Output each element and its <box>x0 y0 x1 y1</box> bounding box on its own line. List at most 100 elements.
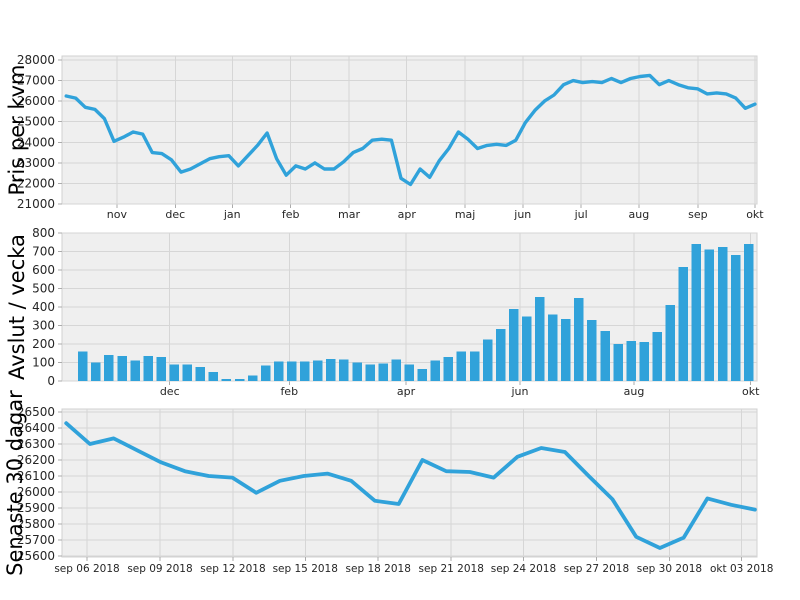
y-tick-label: 25000 <box>17 115 55 129</box>
weekly-sales-bar <box>143 356 153 381</box>
weekly-sales-bar <box>691 244 702 381</box>
price-chart: nov dec jan feb mar apr maj jun jul aug sep okt 2100… <box>17 53 764 221</box>
weekly-sales-bar <box>652 332 662 381</box>
weekly-sales-bar <box>613 344 623 381</box>
x-tick-label: aug <box>624 385 645 398</box>
x-tick-label: sep <box>688 208 707 221</box>
weekly-sales-bar <box>704 249 715 381</box>
weekly-sales-bar <box>743 244 754 381</box>
y-tick-label: 26000 <box>17 485 55 499</box>
x-tick-label: dec <box>165 208 185 221</box>
weekly-sales-bar <box>352 362 362 381</box>
rolling-average-line <box>64 421 757 550</box>
y-tick-label: 25900 <box>17 501 55 515</box>
weekly-sales-bar <box>234 379 245 381</box>
weekly-sales-bar <box>117 356 127 381</box>
y-tick-label: 27000 <box>17 74 55 88</box>
weekly-sales-bar <box>247 375 258 381</box>
y-tick-label: 25600 <box>17 549 55 563</box>
x-tick-label: nov <box>107 208 128 221</box>
weekly-sales-bar <box>339 359 349 381</box>
weekly-sales-bar <box>195 367 206 381</box>
y-tick-label: 25800 <box>17 517 55 531</box>
weekly-sales-bar <box>378 363 388 381</box>
y-tick-label: 700 <box>32 245 55 259</box>
y-tick-label: 200 <box>32 337 55 351</box>
x-tick-label: okt 03 2018 <box>710 563 773 575</box>
x-tick-label: maj <box>455 208 476 221</box>
weekly-sales-bar <box>404 364 414 381</box>
weekly-sales-bar <box>443 356 454 381</box>
y-tick-label: 21000 <box>17 197 55 211</box>
weekly-sales-bar <box>221 379 232 381</box>
weekly-sales-bar <box>587 319 597 381</box>
weekly-sales-bar <box>522 316 532 382</box>
weekly-sales-bar <box>548 314 558 381</box>
x-tick-label: sep 06 2018 <box>54 563 119 575</box>
weekly-sales-bar <box>600 331 610 381</box>
weekly-sales-bar <box>260 365 271 381</box>
rolling-average-chart: sep 06 2018 sep 09 2018 sep 12 2018 sep 15 … <box>17 405 774 575</box>
y-tick-label: 24000 <box>17 135 55 149</box>
y-tick-label: 23000 <box>17 156 55 170</box>
weekly-sales-bar <box>287 361 297 381</box>
y-tick-label: 26300 <box>17 437 55 451</box>
x-tick-label: sep 30 2018 <box>637 563 702 575</box>
y-tick-label: 22000 <box>17 176 55 190</box>
weekly-sales-bar <box>391 359 401 381</box>
x-tick-label: sep 15 2018 <box>273 563 338 575</box>
weekly-sales-bar <box>508 308 519 381</box>
y-tick-label: 26100 <box>17 469 55 483</box>
x-tick-label: sep 27 2018 <box>564 563 629 575</box>
x-tick-label: jun <box>513 208 531 221</box>
x-tick-label: apr <box>397 385 416 398</box>
y-tick-label: 300 <box>32 319 55 333</box>
y-tick-label: 26400 <box>17 421 55 435</box>
x-tick-label: sep 09 2018 <box>127 563 192 575</box>
weekly-sales-bar <box>535 296 545 381</box>
y-tick-label: 100 <box>32 356 55 370</box>
weekly-sales-bar <box>156 356 166 381</box>
weekly-sales-bar <box>130 360 140 381</box>
x-tick-label: aug <box>628 208 649 221</box>
weekly-sales-bar <box>561 319 571 381</box>
x-tick-label: sep 24 2018 <box>491 563 556 575</box>
x-tick-label: sep 21 2018 <box>419 563 484 575</box>
weekly-sales-bar <box>326 358 336 381</box>
y-tick-label: 26200 <box>17 453 55 467</box>
weekly-sales-bar <box>417 369 427 381</box>
x-tick-label: okt <box>742 385 760 398</box>
price-line <box>64 73 757 187</box>
x-tick-label: sep 12 2018 <box>200 563 265 575</box>
y-tick-label: 500 <box>32 282 55 296</box>
weekly-sales-bar <box>300 361 310 381</box>
weekly-sales-bar <box>730 255 741 381</box>
weekly-sales-bar <box>104 355 114 381</box>
x-tick-label: dec <box>160 385 180 398</box>
weekly-sales-bar <box>208 371 219 382</box>
weekly-sales-bar <box>273 361 284 381</box>
x-tick-label: jul <box>574 208 588 221</box>
weekly-sales-bar <box>91 362 101 381</box>
weekly-sales-bar <box>495 329 506 381</box>
y-tick-label: 600 <box>32 263 55 277</box>
weekly-sales-bar <box>678 267 689 381</box>
y-tick-label: 800 <box>32 226 55 240</box>
weekly-sales-bar <box>313 360 323 381</box>
weekly-sales-bar <box>169 364 179 381</box>
x-tick-label: mar <box>338 208 360 221</box>
weekly-sales-bar <box>469 351 480 381</box>
weekly-sales-bar <box>717 246 728 381</box>
weekly-sales-bar <box>482 339 493 381</box>
weekly-sales-bar <box>365 364 375 381</box>
y-tick-label: 28000 <box>17 53 55 67</box>
x-tick-label: feb <box>280 385 298 398</box>
x-tick-label: okt <box>746 208 764 221</box>
weekly-sales-bar <box>639 342 649 381</box>
y-tick-label: 26500 <box>17 405 55 419</box>
weekly-sales-bar <box>78 351 88 381</box>
y-tick-label: 26000 <box>17 94 55 108</box>
weekly-sales-bar <box>182 364 192 381</box>
weekly-sales-bar <box>456 351 467 381</box>
